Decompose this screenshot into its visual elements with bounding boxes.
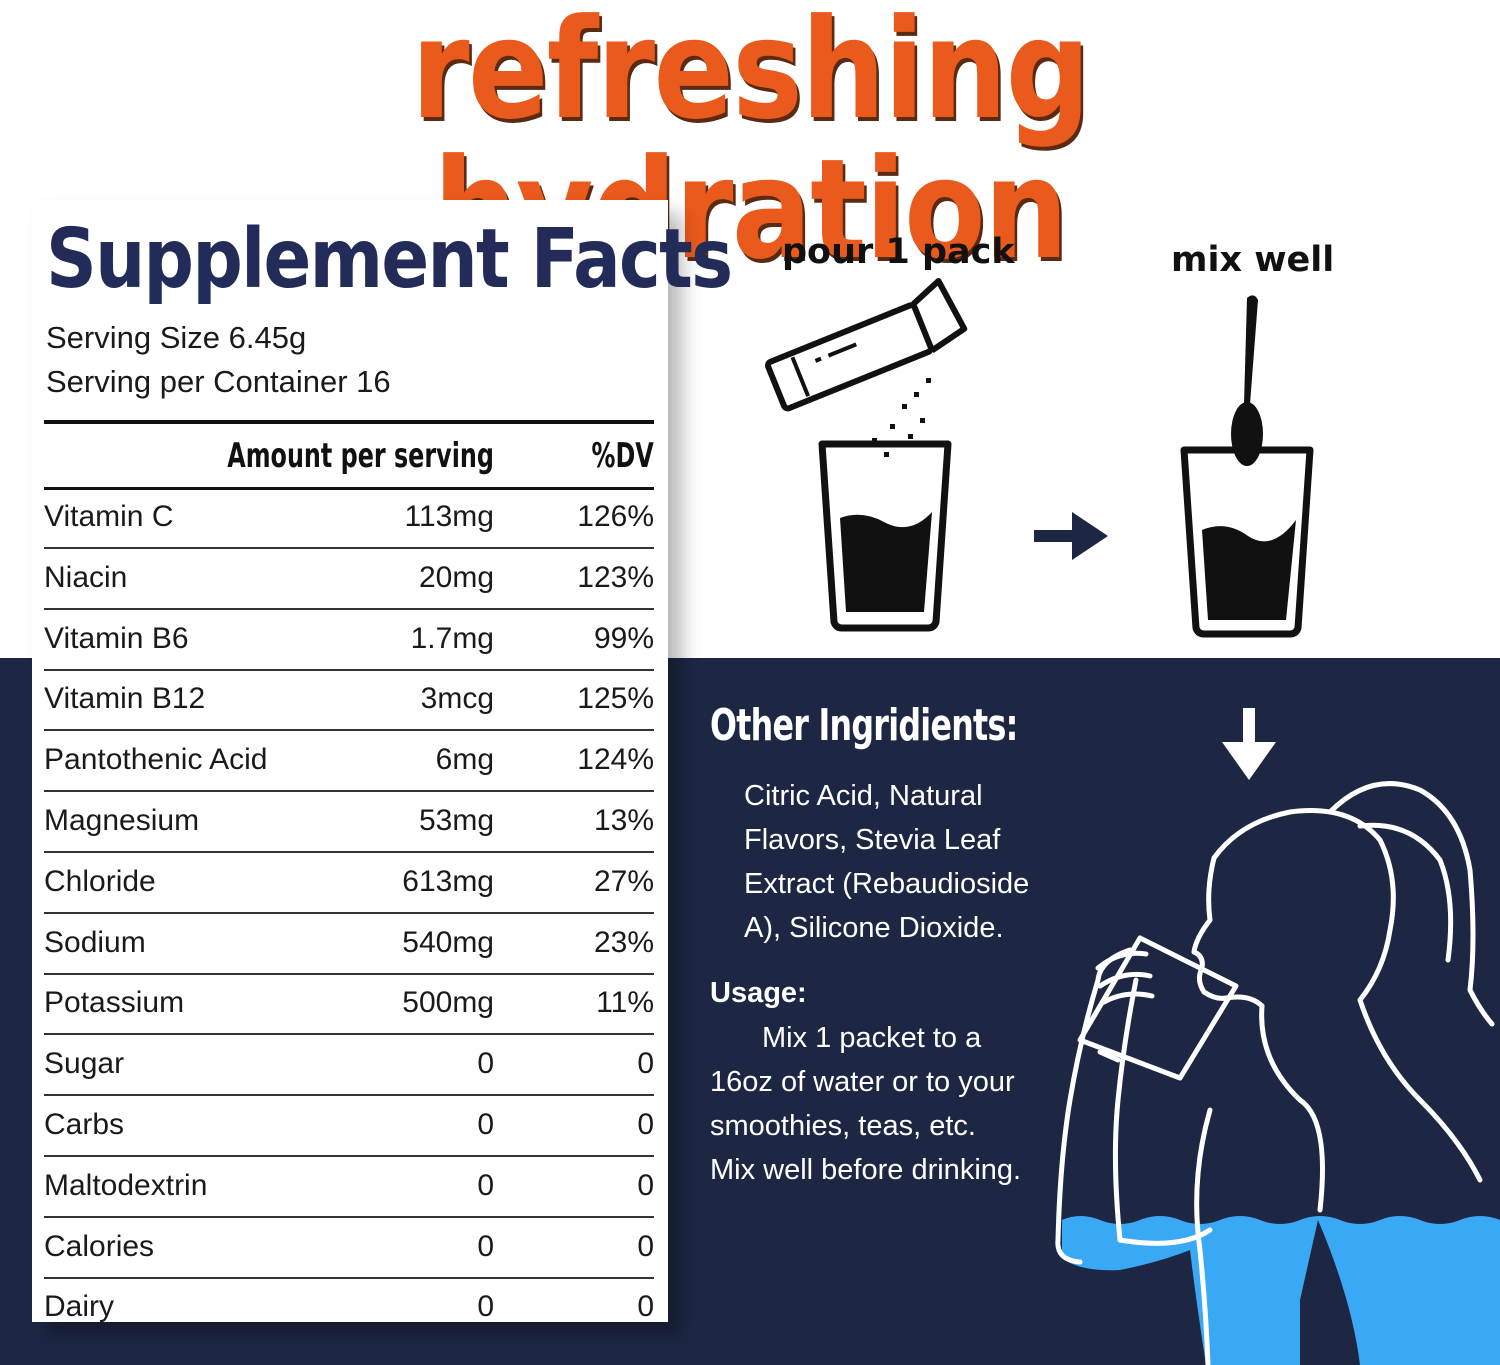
facts-title: Supplement Facts bbox=[46, 212, 733, 307]
nutrient-name: Pantothenic Acid bbox=[44, 743, 268, 777]
row-divider bbox=[44, 1276, 654, 1279]
row-divider bbox=[44, 607, 654, 610]
other-ingredients-title: Other Ingridients: bbox=[710, 700, 1018, 751]
nutrient-amount: 613mg bbox=[402, 864, 494, 898]
nutrient-dv: 123% bbox=[577, 560, 654, 594]
nutrient-dv: 99% bbox=[593, 621, 654, 655]
ingredients-line: A), Silicone Dioxide. bbox=[744, 912, 1004, 944]
nutrient-name: Dairy bbox=[44, 1290, 115, 1324]
row-divider bbox=[44, 1155, 654, 1157]
servings-per-container: Serving per Container 16 bbox=[46, 364, 391, 399]
nutrient-dv: 23% bbox=[593, 925, 654, 959]
nutrient-dv: 0 bbox=[637, 1229, 654, 1263]
nutrient-amount: 6mg bbox=[435, 743, 494, 777]
stick-pack-icon bbox=[765, 277, 968, 412]
arrow-down-icon bbox=[1222, 708, 1276, 780]
ingredients-line: Citric Acid, Natural bbox=[744, 780, 983, 812]
nutrient-name: Vitamin C bbox=[44, 500, 174, 533]
nutrient-name: Carbs bbox=[44, 1108, 125, 1141]
header-divider bbox=[44, 420, 654, 424]
nutrient-name: Vitamin B6 bbox=[44, 621, 189, 655]
nutrient-amount: 0 bbox=[477, 1108, 494, 1141]
row-divider bbox=[44, 729, 654, 732]
step-pour-label: pour 1 pack bbox=[782, 232, 1015, 272]
serving-size: Serving Size 6.45g bbox=[46, 320, 307, 355]
table-row: Pantothenic Acid 6mg 124% bbox=[44, 743, 654, 793]
table-row: Calories 0 0 bbox=[44, 1230, 654, 1280]
nutrient-dv: 0 bbox=[637, 1290, 654, 1324]
nutrient-dv: 0 bbox=[637, 1108, 654, 1141]
usage-line: Mix well before drinking. bbox=[710, 1154, 1022, 1186]
glass-with-drink-icon bbox=[1180, 446, 1314, 638]
nutrient-dv: 126% bbox=[577, 500, 654, 533]
table-row: Niacin 20mg 123% bbox=[44, 561, 654, 611]
woman-drinking-icon bbox=[1055, 781, 1500, 1365]
nutrient-amount: 0 bbox=[477, 1290, 494, 1324]
nutrient-dv: 0 bbox=[637, 1168, 654, 1202]
nutrient-name: Magnesium bbox=[44, 804, 200, 837]
table-row: Maltodextrin 0 0 bbox=[44, 1169, 654, 1219]
ingredients-line: Extract (Rebaudioside bbox=[744, 868, 1030, 900]
nutrient-amount: 1.7mg bbox=[410, 621, 494, 655]
table-row: Vitamin B12 3mcg 125% bbox=[44, 682, 654, 732]
row-divider bbox=[44, 668, 654, 671]
row-divider bbox=[44, 972, 654, 975]
table-row: Carbs 0 0 bbox=[44, 1108, 654, 1158]
nutrient-amount: 0 bbox=[477, 1229, 494, 1263]
row-divider bbox=[44, 1094, 654, 1097]
nutrient-amount: 540mg bbox=[402, 925, 494, 959]
ingredients-line: Flavors, Stevia Leaf bbox=[744, 824, 1001, 856]
nutrient-dv: 13% bbox=[593, 804, 654, 837]
usage-line: smoothies, teas, etc. bbox=[710, 1110, 976, 1142]
table-row: Sugar 0 0 bbox=[44, 1047, 654, 1097]
nutrient-dv: 11% bbox=[596, 986, 654, 1020]
table-row: Potassium 500mg 11% bbox=[44, 986, 654, 1036]
table-row: Chloride 613mg 27% bbox=[44, 865, 654, 915]
nutrient-amount: 20mg bbox=[418, 560, 494, 594]
usage-title: Usage: bbox=[710, 977, 807, 1009]
row-divider bbox=[44, 1033, 654, 1036]
row-divider bbox=[44, 911, 654, 914]
nutrient-dv: 0 bbox=[637, 1047, 654, 1081]
column-amount-header: Amount per serving bbox=[227, 436, 494, 476]
table-row: Vitamin B6 1.7mg 99% bbox=[44, 622, 654, 672]
row-divider bbox=[44, 547, 654, 549]
nutrient-name: Sodium bbox=[44, 925, 146, 959]
table-row: Dairy 0 0 bbox=[44, 1290, 654, 1340]
nutrient-amount: 53mg bbox=[418, 804, 494, 837]
headline: refreshing hydration bbox=[411, 0, 1090, 290]
table-row: Vitamin C 113mg 126% bbox=[44, 500, 654, 550]
step-mix-label: mix well bbox=[1171, 240, 1335, 280]
glass-with-drink-icon bbox=[818, 440, 952, 632]
nutrient-name: Chloride bbox=[44, 864, 156, 898]
nutrient-dv: 125% bbox=[577, 682, 654, 716]
nutrient-amount: 500mg bbox=[402, 986, 494, 1020]
row-divider bbox=[44, 790, 654, 793]
row-divider bbox=[44, 851, 654, 853]
nutrient-dv: 124% bbox=[577, 743, 654, 777]
nutrient-name: Niacin bbox=[44, 560, 128, 594]
nutrient-amount: 0 bbox=[477, 1047, 494, 1081]
spoon-icon bbox=[1231, 295, 1263, 466]
table-header: Amount per serving %DV bbox=[44, 436, 654, 486]
nutrient-amount: 113mg bbox=[404, 500, 494, 533]
nutrient-name: Sugar bbox=[44, 1047, 125, 1081]
column-dv-header: %DV bbox=[591, 436, 654, 476]
row-divider bbox=[44, 1215, 654, 1218]
arrow-right-icon bbox=[1034, 512, 1108, 560]
nutrient-name: Calories bbox=[44, 1229, 155, 1263]
table-row: Magnesium 53mg 13% bbox=[44, 804, 654, 854]
nutrient-amount: 3mcg bbox=[420, 682, 494, 716]
nutrient-amount: 0 bbox=[477, 1168, 494, 1202]
nutrient-dv: 27% bbox=[593, 864, 654, 898]
usage-line: Mix 1 packet to a bbox=[762, 1022, 982, 1054]
supplement-facts-panel: Supplement Facts Serving Size 6.45g Serv… bbox=[32, 200, 733, 1323]
usage-line: 16oz of water or to your bbox=[710, 1066, 1015, 1098]
nutrient-name: Maltodextrin bbox=[44, 1168, 208, 1202]
table-top-rule bbox=[44, 487, 654, 490]
nutrient-name: Vitamin B12 bbox=[44, 682, 206, 716]
nutrient-name: Potassium bbox=[44, 986, 185, 1020]
table-row: Sodium 540mg 23% bbox=[44, 926, 654, 976]
